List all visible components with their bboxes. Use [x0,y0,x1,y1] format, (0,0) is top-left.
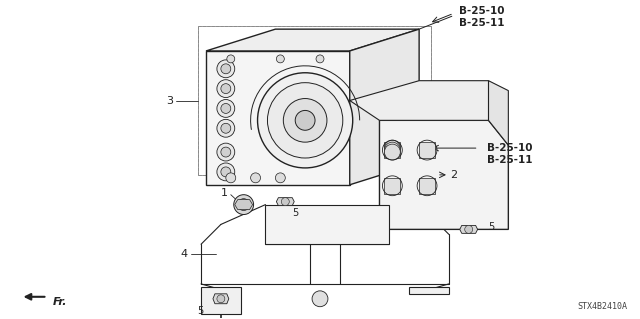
Polygon shape [206,51,349,185]
Polygon shape [349,81,488,120]
Text: 5: 5 [196,306,203,316]
Polygon shape [419,142,435,158]
Text: 5: 5 [488,222,495,233]
Circle shape [217,100,235,117]
Text: 5: 5 [292,208,298,218]
Polygon shape [460,226,477,234]
Text: B-25-10
B-25-11: B-25-10 B-25-11 [486,143,532,165]
Circle shape [284,99,327,142]
Circle shape [217,143,235,161]
Circle shape [217,163,235,181]
Circle shape [385,142,400,158]
Circle shape [465,226,473,234]
Polygon shape [385,142,400,158]
Circle shape [227,55,235,63]
Polygon shape [385,178,400,194]
Polygon shape [235,200,253,210]
Circle shape [221,84,231,93]
Circle shape [316,55,324,63]
Text: Fr.: Fr. [52,297,67,307]
Circle shape [217,119,235,137]
Circle shape [251,173,260,183]
Circle shape [385,140,400,156]
Circle shape [276,55,284,63]
Text: B-25-10
B-25-11: B-25-10 B-25-11 [459,6,504,28]
Polygon shape [266,204,389,244]
Circle shape [234,195,253,214]
Polygon shape [409,287,449,294]
Polygon shape [201,287,241,314]
Polygon shape [213,294,229,304]
Text: 2: 2 [450,170,457,180]
Circle shape [312,291,328,307]
Circle shape [275,173,285,183]
Circle shape [257,73,353,168]
Circle shape [237,199,250,211]
Circle shape [226,173,236,183]
Text: 3: 3 [166,95,173,106]
Circle shape [217,60,235,78]
Polygon shape [276,198,294,205]
Circle shape [217,80,235,98]
Polygon shape [488,81,508,145]
Circle shape [385,144,400,160]
Circle shape [221,64,231,74]
Circle shape [282,198,289,205]
Text: STX4B2410A: STX4B2410A [577,302,627,311]
Polygon shape [206,29,419,51]
Text: 4: 4 [180,249,187,259]
Circle shape [221,123,231,133]
Circle shape [221,147,231,157]
Polygon shape [419,178,435,194]
Circle shape [268,83,343,158]
Polygon shape [349,29,419,185]
Text: 1: 1 [221,188,228,198]
Polygon shape [380,120,508,229]
Circle shape [221,167,231,177]
Circle shape [221,103,231,114]
Circle shape [217,295,225,303]
Circle shape [295,110,315,130]
